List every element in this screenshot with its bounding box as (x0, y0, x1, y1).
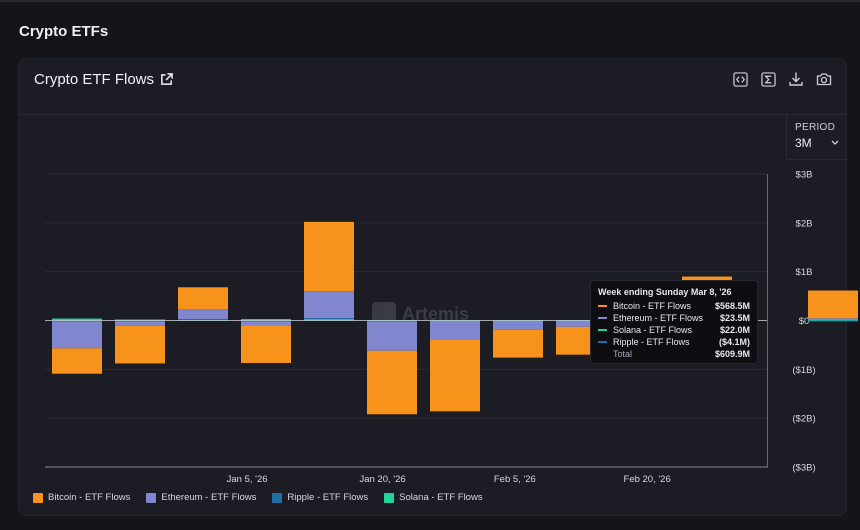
y-tick-label: ($1B) (792, 365, 815, 376)
card-title-text: Crypto ETF Flows (34, 71, 155, 88)
tooltip-swatch (598, 329, 607, 331)
bar-segment (115, 325, 165, 364)
tooltip-swatch (598, 305, 607, 307)
bar-segment (178, 309, 228, 320)
legend-swatch (272, 492, 283, 503)
tooltip-series-value: $23.5M (719, 313, 750, 323)
bar-segment (241, 321, 291, 326)
period-value-row: 3M (795, 136, 847, 150)
bar-segment (115, 321, 165, 326)
external-link-icon[interactable] (160, 73, 173, 86)
card-title[interactable]: Crypto ETF Flows (34, 71, 173, 88)
x-tick-label: Feb 5, '26 (494, 474, 536, 485)
bar-segment (808, 320, 858, 322)
y-tick-label: ($3B) (792, 463, 815, 474)
bar-segment (304, 291, 354, 319)
bar-segment (367, 350, 417, 415)
chevron-down-icon (831, 140, 839, 145)
tooltip-swatch (598, 341, 607, 343)
bar-segment (808, 318, 858, 320)
legend-swatch (33, 492, 43, 503)
tooltip-series-value: $22.0M (719, 325, 750, 335)
bar-segment (493, 320, 543, 330)
y-tick-label: ($2B) (792, 414, 815, 425)
bar-segment (493, 329, 543, 358)
bar-segment (808, 319, 858, 321)
tooltip-total-row: Total $609.9M (598, 348, 750, 360)
y-tick-label: $3B (796, 170, 813, 181)
legend-item[interactable]: Ripple - ETF Flows (272, 492, 368, 503)
tooltip-series-name: Solana - ETF Flows (613, 325, 693, 335)
bar-segment (115, 320, 165, 322)
legend-label: Bitcoin - ETF Flows (48, 492, 131, 503)
tooltip-rows: Bitcoin - ETF Flows $568.5M Ethereum - ETF… (598, 300, 750, 348)
bar-segment (367, 320, 417, 322)
tooltip-title: Week ending Sunday Mar 8, '26 (598, 287, 732, 297)
legend-item[interactable]: Ethereum - ETF Flows (146, 492, 256, 503)
tooltip-row: Ripple - ETF Flows ($4.1M) (598, 336, 750, 348)
bar-segment (304, 319, 354, 321)
tooltip-total-value: $609.9M (714, 349, 750, 359)
period-value: 3M (795, 136, 812, 150)
bar-segment (556, 320, 606, 327)
chart-legend: Bitcoin - ETF Flows Ethereum - ETF Flows R… (33, 492, 483, 503)
y-tick-label: $0 (799, 316, 810, 327)
legend-label: Solana - ETF Flows (399, 492, 483, 503)
bar-segment (241, 320, 291, 322)
bar-segment (430, 320, 480, 340)
tooltip-total-label: Total (613, 349, 633, 359)
tooltip-row: Bitcoin - ETF Flows $568.5M (598, 300, 750, 312)
bar-segment (52, 321, 102, 349)
bar-segment (241, 319, 291, 321)
y-tick-label: $1B (796, 267, 813, 278)
bar-segment (178, 287, 228, 310)
period-selector[interactable]: PERIOD 3M (786, 115, 847, 160)
legend-label: Ripple - ETF Flows (287, 492, 369, 503)
legend-swatch (146, 492, 157, 503)
y-tick-label: $2B (796, 218, 813, 229)
bar-segment (52, 320, 102, 322)
tooltip-swatch (598, 317, 607, 319)
legend-item[interactable]: Solana - ETF Flows (384, 492, 483, 503)
sigma-icon[interactable] (760, 71, 776, 87)
bar-segment (430, 339, 480, 412)
bar-segment (52, 318, 102, 321)
bar-segment (367, 321, 417, 351)
tooltip-series-value: $568.5M (714, 301, 750, 311)
card-toolbar (732, 71, 832, 87)
tooltip-row: Solana - ETF Flows $22.0M (598, 324, 750, 336)
tooltip-series-name: Bitcoin - ETF Flows (613, 301, 692, 311)
code-icon[interactable] (732, 71, 748, 87)
bar-segment (178, 319, 228, 321)
card-divider (19, 114, 846, 115)
top-border (0, 0, 860, 2)
bar-segment (304, 318, 354, 320)
camera-icon[interactable] (816, 71, 832, 87)
chart-tooltip: Week ending Sunday Mar 8, '26 Bitcoin - … (590, 280, 758, 364)
bar-segment (241, 325, 291, 363)
legend-label: Ethereum - ETF Flows (161, 492, 257, 503)
bar-segment (808, 290, 858, 319)
download-icon[interactable] (788, 71, 804, 87)
section-title: Crypto ETFs (19, 23, 109, 40)
x-tick-label: Jan 5, '26 (227, 474, 268, 485)
bar-segment (304, 221, 354, 292)
tooltip-total-spacer (598, 353, 607, 355)
tooltip-series-name: Ripple - ETF Flows (613, 337, 690, 347)
bar-segment (115, 319, 165, 321)
tooltip-row: Ethereum - ETF Flows $23.5M (598, 312, 750, 324)
tooltip-series-value: ($4.1M) (718, 337, 750, 347)
x-tick-label: Jan 20, '26 (359, 474, 405, 485)
tooltip-series-name: Ethereum - ETF Flows (613, 313, 704, 323)
period-label: PERIOD (795, 122, 836, 133)
legend-item[interactable]: Bitcoin - ETF Flows (33, 492, 130, 503)
bar-segment (52, 348, 102, 374)
watermark-text: Artemis (402, 303, 470, 324)
legend-swatch (384, 492, 395, 503)
x-tick-label: Feb 20, '26 (624, 474, 671, 485)
